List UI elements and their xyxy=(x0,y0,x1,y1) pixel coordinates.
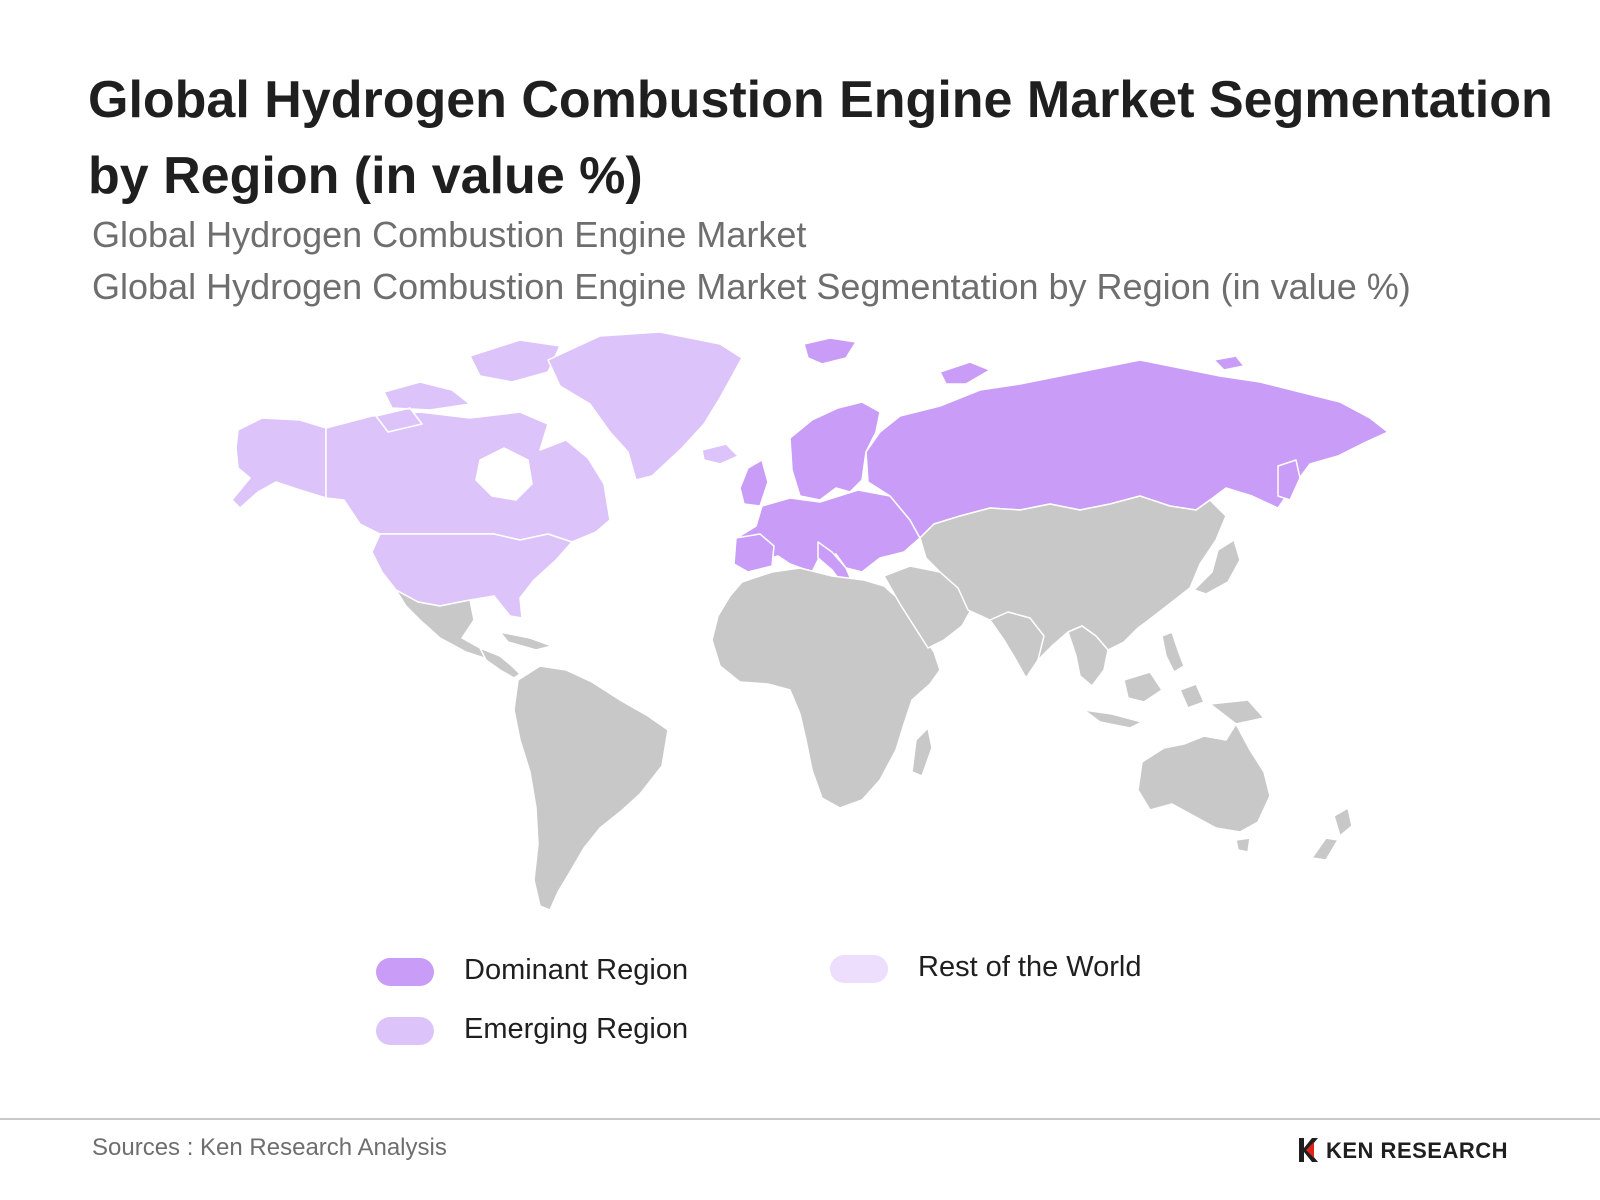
region-iceland xyxy=(701,443,739,465)
region-new-zealand xyxy=(1311,807,1353,861)
legend-label-rest-of-world: Rest of the World xyxy=(918,951,1142,983)
subtitle-market: Global Hydrogen Combustion Engine Market xyxy=(92,214,807,255)
region-svalbard xyxy=(803,337,857,365)
region-australia xyxy=(1137,723,1271,833)
subtitle-segmentation: Global Hydrogen Combustion Engine Market… xyxy=(92,266,1411,307)
legend-swatch-dominant xyxy=(376,958,434,986)
footer-divider xyxy=(0,1118,1600,1120)
region-canada xyxy=(325,411,611,543)
logo-text: KEN RESEARCH xyxy=(1326,1138,1509,1163)
region-tasmania xyxy=(1235,837,1251,853)
chart-title: Global Hydrogen Combustion Engine Market… xyxy=(88,71,1553,205)
region-japan xyxy=(1193,539,1241,595)
region-indonesia xyxy=(1083,671,1265,729)
legend-label-emerging: Emerging Region xyxy=(464,1013,689,1045)
region-caribbean xyxy=(499,631,553,651)
region-kamchatka xyxy=(1277,459,1301,501)
region-alaska xyxy=(231,417,327,509)
region-central-america xyxy=(479,647,521,679)
world-map xyxy=(231,331,1389,911)
source-note: Sources : Ken Research Analysis xyxy=(92,1134,447,1161)
region-uk xyxy=(739,459,769,507)
legend-swatch-rest-of-world xyxy=(830,955,888,983)
region-greenland xyxy=(547,331,743,481)
region-madagascar xyxy=(911,727,933,777)
region-russia-islands xyxy=(939,355,1245,385)
region-south-america xyxy=(513,665,669,911)
region-india xyxy=(989,611,1045,679)
legend-label-dominant: Dominant Region xyxy=(464,954,689,986)
region-iberia xyxy=(733,533,775,573)
region-southeast-asia xyxy=(1067,625,1109,687)
region-philippines xyxy=(1161,631,1185,673)
region-usa xyxy=(371,533,573,619)
region-canada-islands xyxy=(375,339,561,433)
region-africa xyxy=(711,567,941,809)
region-middle-east xyxy=(883,565,973,649)
ken-research-logo-icon xyxy=(1299,1138,1318,1162)
region-scandinavia xyxy=(789,401,881,501)
region-hudson-bay xyxy=(475,447,533,501)
legend-swatch-emerging xyxy=(376,1017,434,1045)
